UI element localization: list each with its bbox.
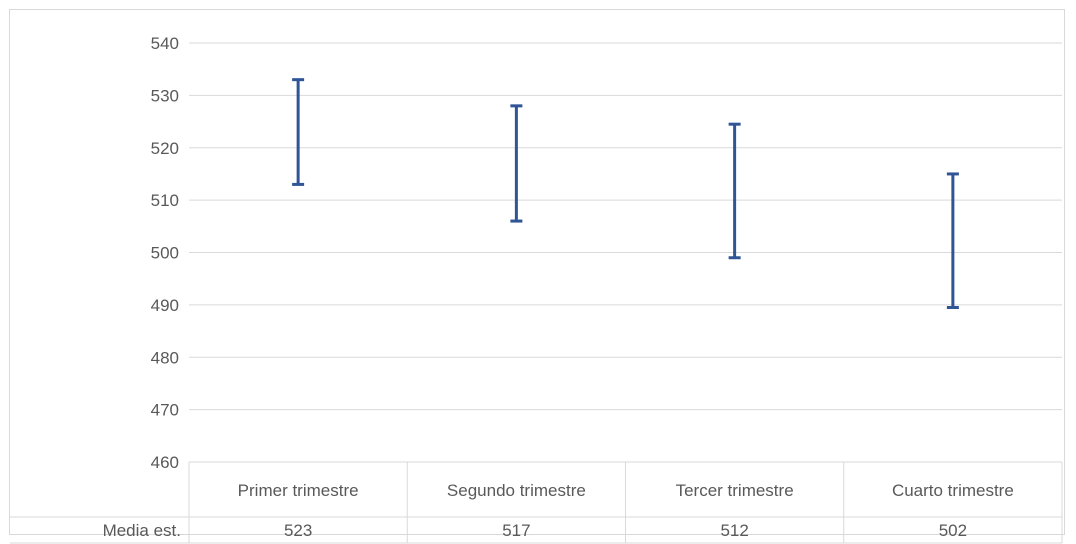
category-label: Segundo trimestre (447, 481, 586, 500)
y-tick-label: 460 (151, 453, 179, 472)
y-tick-label: 500 (151, 244, 179, 263)
table-value-cell: 512 (720, 521, 748, 540)
y-tick-label: 520 (151, 139, 179, 158)
table-value-cell: 523 (284, 521, 312, 540)
y-tick-label: 480 (151, 348, 179, 367)
table-row-label: Media est. (103, 521, 181, 540)
chart-frame (9, 9, 1065, 535)
y-tick-label: 490 (151, 296, 179, 315)
category-label: Primer trimestre (238, 481, 359, 500)
y-tick-label: 470 (151, 401, 179, 420)
category-label: Cuarto trimestre (892, 481, 1014, 500)
y-tick-label: 530 (151, 86, 179, 105)
y-tick-label: 510 (151, 191, 179, 210)
category-label: Tercer trimestre (676, 481, 794, 500)
table-value-cell: 517 (502, 521, 530, 540)
table-value-cell: 502 (939, 521, 967, 540)
y-tick-label: 540 (151, 34, 179, 53)
